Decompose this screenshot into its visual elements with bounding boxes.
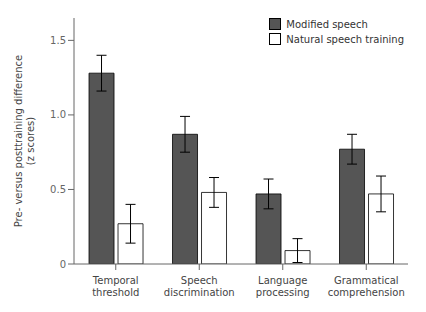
html-text:Natural speech training: Natural speech training: [286, 33, 404, 45]
svg-text:Temporalthreshold: Temporalthreshold: [92, 275, 139, 298]
svg-text:Languageprocessing: Languageprocessing: [256, 275, 310, 298]
html-text:Modified speech: Modified speech: [286, 18, 368, 30]
svg-text:Grammaticalcomprehension: Grammaticalcomprehension: [328, 275, 405, 298]
svg-text:Pre- versus posttraining diffe: Pre- versus posttraining difference(z sc…: [13, 55, 36, 228]
svg-text:1.5: 1.5: [50, 35, 66, 46]
svg-text:1.0: 1.0: [50, 109, 66, 120]
svg-text:0.5: 0.5: [50, 184, 66, 195]
svg-text:Speechdiscrimination: Speechdiscrimination: [164, 275, 235, 298]
svg-text:0: 0: [60, 259, 66, 270]
